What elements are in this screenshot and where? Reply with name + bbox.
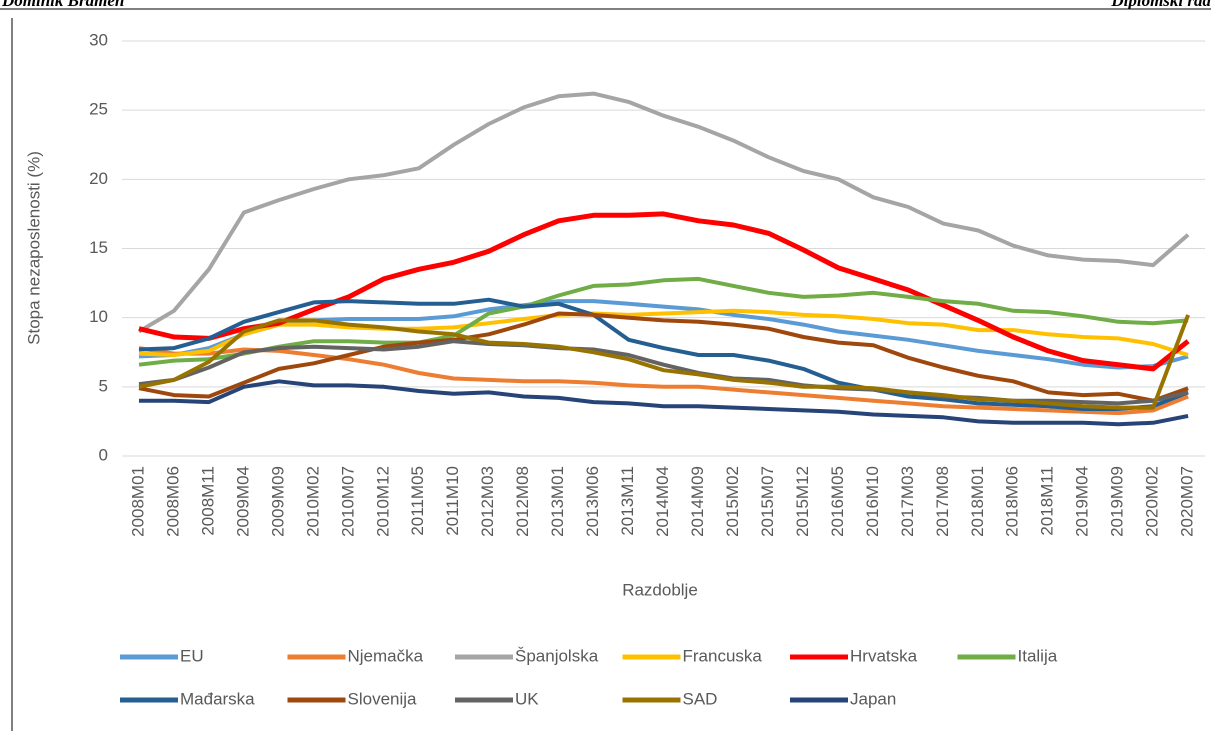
y-tick-label: 20 [89, 169, 108, 188]
y-axis-label: Stopa nezaposlenosti (%) [24, 151, 43, 345]
y-tick-label: 30 [89, 30, 108, 49]
x-tick-label: 2018M11 [1038, 466, 1057, 536]
x-tick-label: 2017M08 [933, 466, 952, 537]
legend-label: Francuska [683, 646, 763, 665]
series-line [138, 346, 1189, 416]
x-tick-label: 2016M05 [828, 466, 847, 537]
legend-label: Hrvatska [850, 646, 918, 665]
legend-label: SAD [683, 689, 718, 708]
x-tick-label: 2012M08 [513, 466, 532, 537]
x-tick-label: 2011M10 [443, 466, 462, 536]
legend-label: UK [515, 689, 539, 708]
series-line [139, 379, 1189, 427]
x-tick-label: 2009M04 [233, 466, 252, 537]
x-tick-label: 2019M04 [1073, 466, 1092, 537]
legend-label: EU [180, 646, 204, 665]
x-tick-label: 2017M03 [898, 466, 917, 537]
x-tick-label: 2015M12 [793, 466, 812, 537]
x-tick-label: 2010M12 [373, 466, 392, 537]
series-line [138, 311, 1189, 403]
y-tick-label: 5 [99, 376, 108, 395]
header-right: Diplomski rad [1110, 0, 1211, 10]
header-left: Dominik Bramen [1, 0, 124, 10]
x-tick-label: 2013M01 [548, 466, 567, 537]
x-tick-label: 2018M06 [1003, 466, 1022, 537]
series-line [138, 314, 1190, 410]
x-tick-label: 2020M02 [1143, 466, 1162, 537]
series-line [137, 91, 1190, 334]
y-tick-label: 15 [89, 238, 108, 257]
legend-label: Slovenija [348, 689, 418, 708]
x-tick-label: 2010M07 [338, 466, 357, 537]
x-tick-label: 2014M04 [653, 466, 672, 537]
x-tick-label: 2010M02 [303, 466, 322, 537]
x-tick-label: 2018M01 [968, 466, 987, 537]
x-tick-label: 2013M11 [618, 466, 637, 536]
x-tick-label: 2014M09 [688, 466, 707, 537]
series-line [138, 297, 1189, 411]
x-tick-label: 2016M10 [863, 466, 882, 537]
x-tick-label: 2008M01 [128, 466, 147, 537]
series-line [138, 211, 1190, 372]
x-tick-label: 2008M11 [198, 466, 217, 536]
x-tick-label: 2015M02 [723, 466, 742, 537]
x-tick-label: 2013M06 [583, 466, 602, 537]
x-tick-label: 2019M09 [1108, 466, 1127, 537]
series-line [138, 339, 1189, 406]
legend-label: Njemačka [348, 646, 424, 665]
x-tick-label: 2011M05 [408, 466, 427, 536]
x-tick-label: 2012M03 [478, 466, 497, 537]
series-line [138, 276, 1189, 367]
x-tick-label: 2009M09 [268, 466, 287, 537]
y-tick-label: 10 [89, 307, 108, 326]
legend-label: Japan [850, 689, 896, 708]
legend-label: Italija [1018, 646, 1058, 665]
series-line [138, 308, 1189, 357]
legend-label: Španjolska [515, 646, 599, 665]
x-tick-label: 2015M07 [758, 466, 777, 537]
x-axis-label: Razdoblje [622, 580, 698, 599]
y-tick-label: 0 [99, 445, 108, 464]
x-tick-label: 2020M07 [1178, 466, 1197, 537]
y-tick-label: 25 [89, 100, 108, 119]
x-tick-label: 2008M06 [163, 466, 182, 537]
legend-label: Mađarska [180, 689, 255, 708]
